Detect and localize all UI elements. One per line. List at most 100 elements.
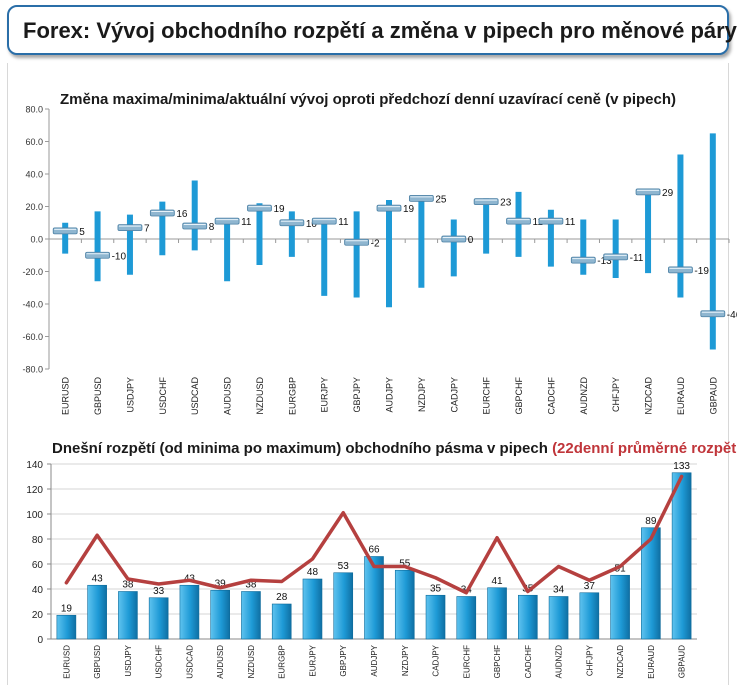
current-value-label: -2 (371, 238, 380, 249)
range-bar (450, 219, 457, 277)
range-value-label: 43 (92, 573, 104, 584)
range-bar (610, 574, 630, 640)
chart1-x-tick-label: EURJPY (320, 377, 330, 413)
current-value-label: -10 (112, 251, 127, 262)
avg22-line (64, 474, 684, 595)
chart1-y-tick-label: 60.0 (25, 137, 43, 147)
chart1-y-tick-label: -60.0 (22, 332, 43, 342)
chart1-title: Změna maxima/minima/aktuální vývoj oprot… (60, 91, 677, 108)
chart2-x-tick-label: GBPAUD (678, 645, 687, 678)
chart2-x-tick-label: AUDUSD (216, 645, 225, 679)
chart2-x-tick-label: GBPCHF (493, 645, 502, 678)
range-bar (87, 584, 107, 640)
range-value-label: 48 (307, 567, 319, 578)
current-value-label: -13 (597, 256, 612, 267)
current-value-label: 7 (144, 224, 150, 235)
chart2-x-tick-label: GBPUSD (93, 645, 102, 679)
current-value-label: 8 (209, 222, 215, 233)
range-bar (256, 203, 263, 265)
chart2-x-tick-label: AUDNZD (555, 645, 564, 679)
range-bar (671, 472, 692, 640)
chart1-x-tick-label: CADCHF (546, 376, 556, 414)
current-value-label: -11 (630, 253, 644, 264)
range-value-label: 38 (122, 580, 134, 591)
range-value-label: 34 (553, 585, 565, 596)
chart1-y-tick-label: -40.0 (22, 300, 43, 310)
range-bar (321, 219, 328, 296)
chart2-y-tick-label: 40 (32, 585, 44, 596)
chart2-y-tick-label: 80 (32, 535, 44, 546)
chart1-y-tick-label: -20.0 (22, 267, 43, 277)
current-value-label: -19 (694, 266, 709, 277)
chart1-x-tick-label: USDCAD (190, 377, 200, 416)
range-bar (333, 572, 354, 640)
current-value-label: 11 (533, 217, 544, 228)
chart2-title: Dnešní rozpětí (od minima po maximum) ob… (52, 440, 737, 457)
chart2-y-tick-label: 100 (26, 510, 43, 521)
current-value-label: 23 (500, 198, 512, 209)
range-bar (394, 569, 415, 640)
chart2-title-main: Dnešní rozpětí (od minima po maximum) ob… (52, 440, 548, 457)
range-bar (241, 591, 261, 640)
chart1-x-tick-label: NZDCAD (644, 377, 654, 415)
chart2-title-avg-legend: (22denní průměrné rozpětí) (552, 440, 737, 457)
range-bar (425, 594, 446, 640)
chart2-x-tick-label: NZDJPY (401, 644, 410, 676)
current-value-label: 11 (565, 217, 576, 228)
chart2-x-tick-label: CADJPY (432, 644, 441, 676)
chart2-x-tick-label: USDCAD (185, 645, 194, 679)
chart1-x-tick-label: GBPAUD (708, 377, 718, 415)
chart1-y-tick-label: 40.0 (25, 170, 43, 180)
page-title: Forex: Vývoj obchodního rozpětí a změna … (23, 18, 737, 43)
chart1-x-tick-label: CADJPY (449, 377, 459, 413)
range-bar (709, 133, 716, 350)
chart1-x-tick-label: AUDNZD (579, 377, 589, 415)
chart2-x-tick-label: EURCHF (462, 645, 471, 678)
current-value-label: 25 (435, 194, 447, 205)
range-bar (580, 219, 587, 275)
chart2-x-tick-label: NZDCAD (616, 645, 625, 679)
chart1-x-tick-label: EURGBP (287, 377, 297, 415)
range-bar (547, 209, 554, 267)
range-bar (364, 556, 384, 640)
range-value-label: 89 (645, 516, 657, 527)
chart2-x-tick-label: EURGBP (278, 645, 287, 679)
chart2-x-tick-label: EURAUD (647, 645, 656, 679)
chart1-y-tick-label: 0.0 (30, 235, 43, 245)
chart1-x-tick-label: USDJPY (125, 377, 135, 413)
chart1-x-tick-label: CHFJPY (611, 377, 621, 412)
range-value-label: 35 (430, 583, 442, 594)
current-value-label: 11 (241, 217, 252, 228)
range-value-label: 39 (215, 578, 227, 589)
chart2-y-tick-label: 20 (32, 610, 44, 621)
range-bar (677, 154, 684, 298)
range-bar (94, 211, 101, 282)
range-bar (271, 603, 292, 640)
range-bar (418, 198, 425, 288)
range-bar (612, 219, 619, 278)
range-bar (386, 200, 392, 308)
range-bar (159, 201, 166, 256)
chart2-x-tick-label: GBPJPY (339, 644, 348, 676)
chart1-x-tick-label: AUDUSD (223, 377, 233, 416)
range-bar (191, 180, 198, 251)
chart2-x-tick-label: AUDJPY (370, 644, 379, 676)
chart2-x-tick-label: CHFJPY (585, 644, 594, 676)
current-value-label: -46 (727, 310, 737, 321)
range-value-label: 37 (584, 581, 596, 592)
current-value-label: 29 (662, 188, 674, 199)
range-value-label: 38 (245, 580, 257, 591)
range-bar (548, 596, 569, 640)
range-bar (288, 211, 295, 257)
chart1-y-tick-label: 80.0 (25, 105, 43, 115)
chart2-x-tick-label: USDCHF (155, 645, 164, 678)
range-bar (210, 589, 230, 640)
range-value-label: 51 (615, 563, 627, 574)
chart1-x-tick-label: EURCHF (482, 376, 492, 414)
range-bar (518, 594, 538, 640)
current-value-label: 19 (403, 204, 415, 215)
chart1-x-tick-label: EURUSD (61, 377, 71, 416)
chart1-x-tick-label: GBPJPY (352, 377, 362, 413)
